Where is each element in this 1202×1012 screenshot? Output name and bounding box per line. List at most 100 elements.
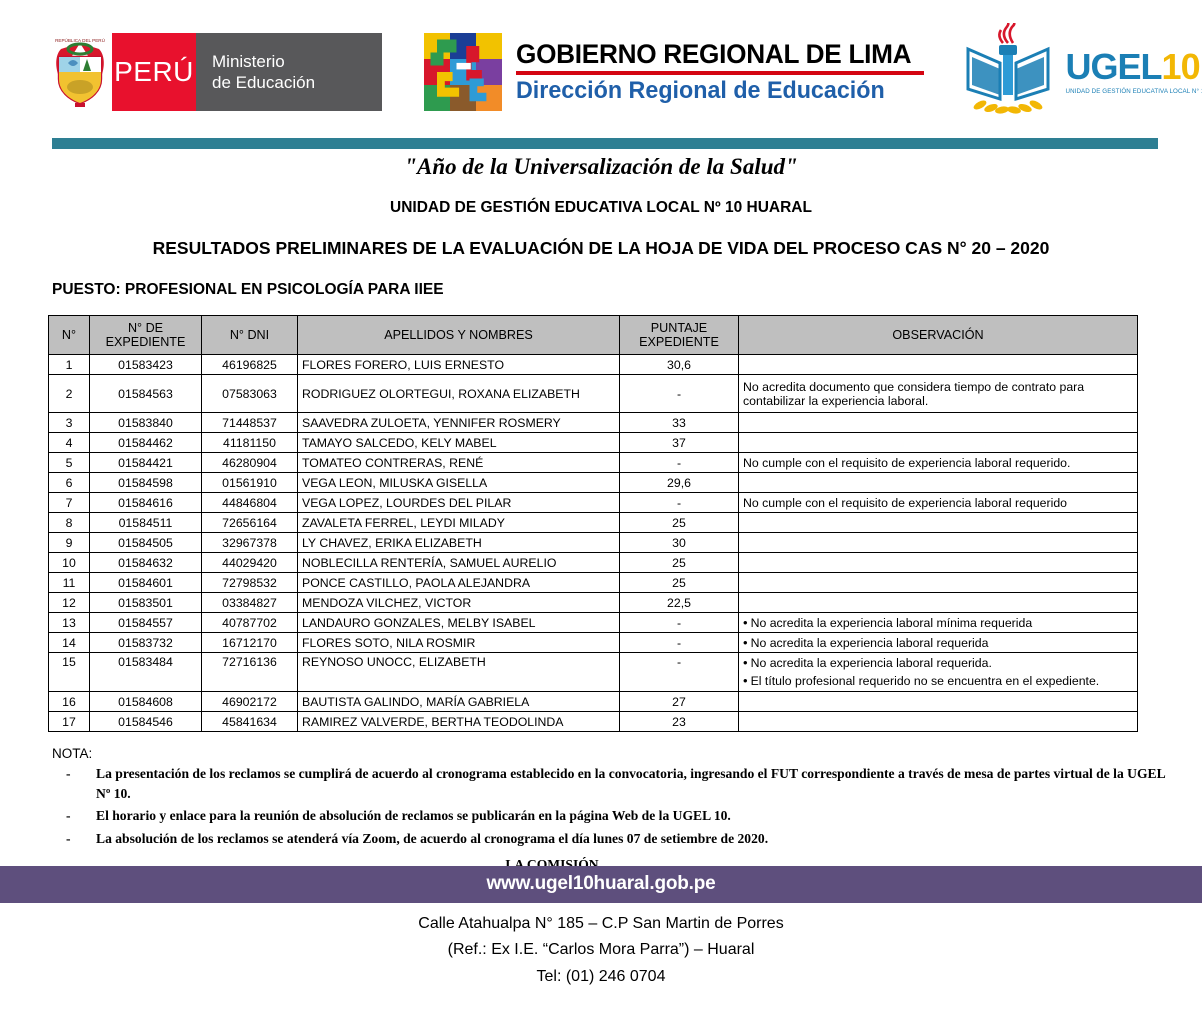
ministry-name: Ministerio de Educación — [196, 33, 382, 111]
col-header-expediente: N° DE EXPEDIENTE — [89, 315, 202, 355]
cell-observacion — [738, 592, 1138, 613]
cell-dni: 40787702 — [201, 612, 298, 633]
results-table-wrapper: N° N° DE EXPEDIENTE N° DNI APELLIDOS Y N… — [0, 315, 1202, 732]
cell-expediente: 01584598 — [89, 472, 202, 493]
ugel-title-main: UGEL — [1065, 46, 1163, 87]
cell-observacion: No cumple con el requisito de experienci… — [738, 492, 1138, 513]
table-row: 8 01584511 72656164 ZAVALETA FERREL, LEY… — [48, 512, 1138, 533]
mosaic-icon — [424, 33, 502, 111]
table-row: 2 01584563 07583063 RODRIGUEZ OLORTEGUI,… — [48, 374, 1138, 413]
col-header-expediente-line1: N° DE — [127, 320, 164, 335]
peru-wordmark: PERÚ — [112, 33, 196, 111]
col-header-numero: N° — [48, 315, 90, 355]
document-footer: www.ugel10huaral.gob.pe Calle Atahualpa … — [0, 865, 1202, 1012]
cell-numero: 17 — [48, 711, 90, 732]
cell-observacion — [738, 432, 1138, 453]
table-row: 10 01584632 44029420 NOBLECILLA RENTERÍA… — [48, 552, 1138, 573]
note-text: El horario y enlace para la reunión de a… — [96, 808, 731, 824]
observacion-bullet: No acredita la experiencia laboral reque… — [743, 654, 1133, 672]
table-row: 11 01584601 72798532 PONCE CASTILLO, PAO… — [48, 572, 1138, 593]
cell-observacion — [738, 512, 1138, 533]
cell-expediente: 01584616 — [89, 492, 202, 513]
table-row: 1 01583423 46196825 FLORES FORERO, LUIS … — [48, 354, 1138, 375]
cell-numero: 10 — [48, 552, 90, 573]
cell-dni: 72716136 — [201, 652, 298, 692]
cell-observacion: No acredita documento que considera tiem… — [738, 374, 1138, 413]
address-line-2: (Ref.: Ex I.E. “Carlos Mora Parra”) – Hu… — [447, 941, 755, 959]
svg-text:REPÚBLICA DEL PERÚ: REPÚBLICA DEL PERÚ — [55, 37, 105, 43]
title-block: "Año de la Universalización de la Salud"… — [0, 154, 1202, 299]
cell-numero: 5 — [48, 452, 90, 473]
cell-numero: 14 — [48, 632, 90, 653]
cell-puntaje: 30,6 — [619, 354, 739, 375]
cell-dni: 72798532 — [201, 572, 298, 593]
cell-puntaje: 25 — [619, 552, 739, 573]
phone-line: Tel: (01) 246 0704 — [536, 967, 666, 985]
address-line-1: Calle Atahualpa N° 185 – C.P San Martin … — [418, 914, 784, 932]
cell-dni: 16712170 — [201, 632, 298, 653]
cell-expediente: 01584546 — [89, 711, 202, 732]
gobierno-regional-text: GOBIERNO REGIONAL DE LIMA Dirección Regi… — [516, 39, 924, 105]
cell-expediente: 01583501 — [89, 592, 202, 613]
table-row: 6 01584598 01561910 VEGA LEON, MILUSKA G… — [48, 472, 1138, 493]
gobierno-regional-lima-logo: GOBIERNO REGIONAL DE LIMA Dirección Regi… — [424, 29, 924, 115]
notes-section: NOTA: - La presentación de los reclamos … — [0, 746, 1202, 873]
gobierno-regional-title: GOBIERNO REGIONAL DE LIMA — [516, 39, 912, 69]
cell-dni: 46280904 — [201, 452, 298, 473]
cell-puntaje: 25 — [619, 512, 739, 533]
footer-url-bar: www.ugel10huaral.gob.pe — [0, 865, 1202, 903]
table-row: 14 01583732 16712170 FLORES SOTO, NILA R… — [48, 632, 1138, 653]
col-header-nombres: APELLIDOS Y NOMBRES — [297, 315, 620, 355]
cell-expediente: 01584608 — [89, 691, 202, 712]
cell-nombres: BAUTISTA GALINDO, MARÍA GABRIELA — [297, 691, 620, 712]
cell-nombres: FLORES FORERO, LUIS ERNESTO — [297, 354, 620, 375]
cell-nombres: NOBLECILLA RENTERÍA, SAMUEL AURELIO — [297, 552, 620, 573]
cell-dni: 45841634 — [201, 711, 298, 732]
cell-nombres: MENDOZA VILCHEZ, VICTOR — [297, 592, 620, 613]
cell-expediente: 01584563 — [89, 374, 202, 413]
ugel10-logo: UGEL10 UNIDAD DE GESTIÓN EDUCATIVA LOCAL… — [954, 21, 1202, 122]
note-text: La absolución de los reclamos se atender… — [96, 831, 769, 847]
cell-dni: 46902172 — [201, 691, 298, 712]
table-row: 9 01584505 32967378 LY CHAVEZ, ERIKA ELI… — [48, 532, 1138, 553]
table-row: 16 01584608 46902172 BAUTISTA GALINDO, M… — [48, 691, 1138, 712]
ugel-title-number: 10 — [1161, 46, 1201, 87]
cell-nombres: ZAVALETA FERREL, LEYDI MILADY — [297, 512, 620, 533]
cell-observacion: No acredita la experiencia laboral reque… — [738, 632, 1138, 653]
cell-expediente: 01584632 — [89, 552, 202, 573]
cell-puntaje: 22,5 — [619, 592, 739, 613]
table-body: 1 01583423 46196825 FLORES FORERO, LUIS … — [48, 354, 1138, 732]
cell-observacion — [738, 354, 1138, 375]
cell-dni: 72656164 — [201, 512, 298, 533]
cell-nombres: LY CHAVEZ, ERIKA ELIZABETH — [297, 532, 620, 553]
note-dash: - — [66, 831, 71, 847]
note-item: - El horario y enlace para la reunión de… — [52, 806, 1202, 826]
cell-puntaje: 37 — [619, 432, 739, 453]
ugel-subtitle: UNIDAD DE GESTIÓN EDUCATIVA LOCAL N° 10 … — [1065, 88, 1202, 95]
table-row: 15 01583484 72716136 REYNOSO UNOCC, ELIZ… — [48, 652, 1138, 692]
website-link[interactable]: www.ugel10huaral.gob.pe — [486, 873, 716, 895]
cell-observacion — [738, 711, 1138, 732]
cell-nombres: SAAVEDRA ZULOETA, YENNIFER ROSMERY — [297, 412, 620, 433]
cell-dni: 41181150 — [201, 432, 298, 453]
cell-numero: 3 — [48, 412, 90, 433]
observacion-bullet: No acredita la experiencia laboral mínim… — [743, 614, 1133, 632]
cell-nombres: PONCE CASTILLO, PAOLA ALEJANDRA — [297, 572, 620, 593]
cell-nombres: RAMIREZ VALVERDE, BERTHA TEODOLINDA — [297, 711, 620, 732]
puesto-label: PUESTO: PROFESIONAL EN PSICOLOGÍA PARA I… — [52, 281, 444, 298]
cell-expediente: 01584462 — [89, 432, 202, 453]
red-divider — [516, 71, 924, 75]
cell-puntaje: - — [619, 652, 739, 692]
cell-observacion — [738, 691, 1138, 712]
cell-observacion — [738, 412, 1138, 433]
note-text: La presentación de los reclamos se cumpl… — [96, 766, 1165, 801]
cell-expediente: 01584505 — [89, 532, 202, 553]
page-title: RESULTADOS PRELIMINARES DE LA EVALUACIÓN… — [152, 238, 1050, 258]
cell-dni: 01561910 — [201, 472, 298, 493]
note-dash: - — [66, 808, 71, 824]
document-header: REPÚBLICA DEL PERÚ PERÚ Ministerio de Ed… — [0, 0, 1202, 132]
peru-coat-of-arms-icon: REPÚBLICA DEL PERÚ — [48, 33, 112, 111]
cell-expediente: 01583484 — [89, 652, 202, 692]
cell-expediente: 01583423 — [89, 354, 202, 375]
ugel-title: UGEL10 — [1066, 49, 1202, 85]
